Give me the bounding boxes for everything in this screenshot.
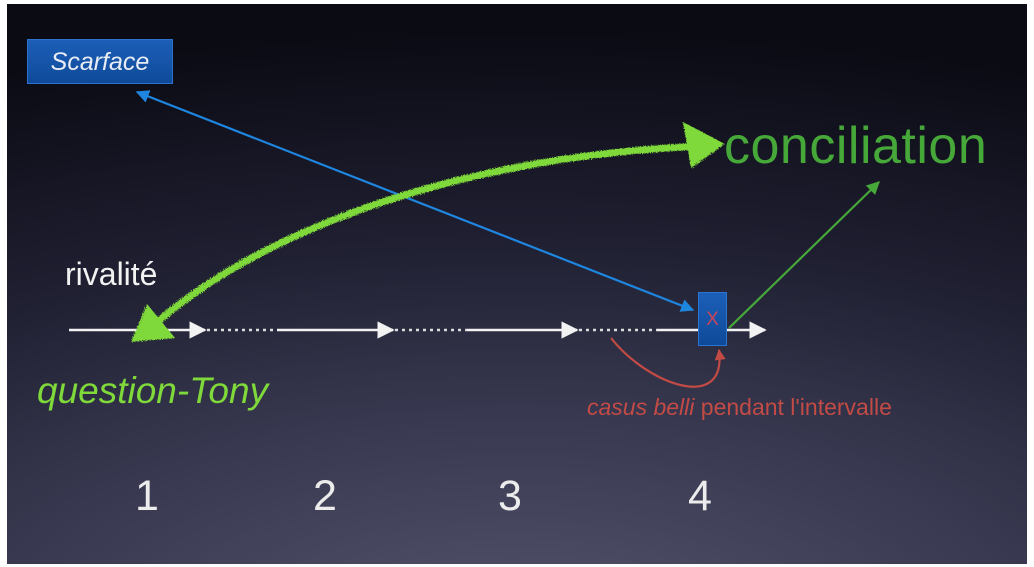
scarface-node: Scarface — [27, 39, 173, 84]
green-arc-head-left — [131, 304, 175, 342]
casus-belli-annotation: casus belli pendant l'intervalle — [587, 394, 892, 421]
timeline-step-3: 3 — [498, 472, 522, 520]
timeline-step-2: 2 — [313, 472, 337, 520]
conciliation-label: conciliation — [724, 117, 988, 175]
conciliation-link-arrow — [728, 181, 880, 329]
diagram-canvas — [69, 90, 880, 388]
event-marker-box: X — [698, 292, 727, 346]
rivalite-label: rivalité — [65, 256, 158, 292]
timeline-step-4: 4 — [688, 472, 712, 520]
question-tony-label: question-Tony — [37, 370, 269, 411]
timeline-step-1: 1 — [135, 472, 159, 520]
green-arc-head-right — [683, 122, 725, 168]
scarface-link-arrow — [135, 90, 695, 312]
casus-belli-rest: pendant l'intervalle — [694, 394, 892, 420]
casus-belli-term: casus belli — [587, 394, 695, 420]
casus-belli-arrow — [610, 337, 726, 388]
green-arc-arrow — [131, 122, 725, 342]
slide: Scarface conciliation rivalité question-… — [7, 4, 1027, 564]
